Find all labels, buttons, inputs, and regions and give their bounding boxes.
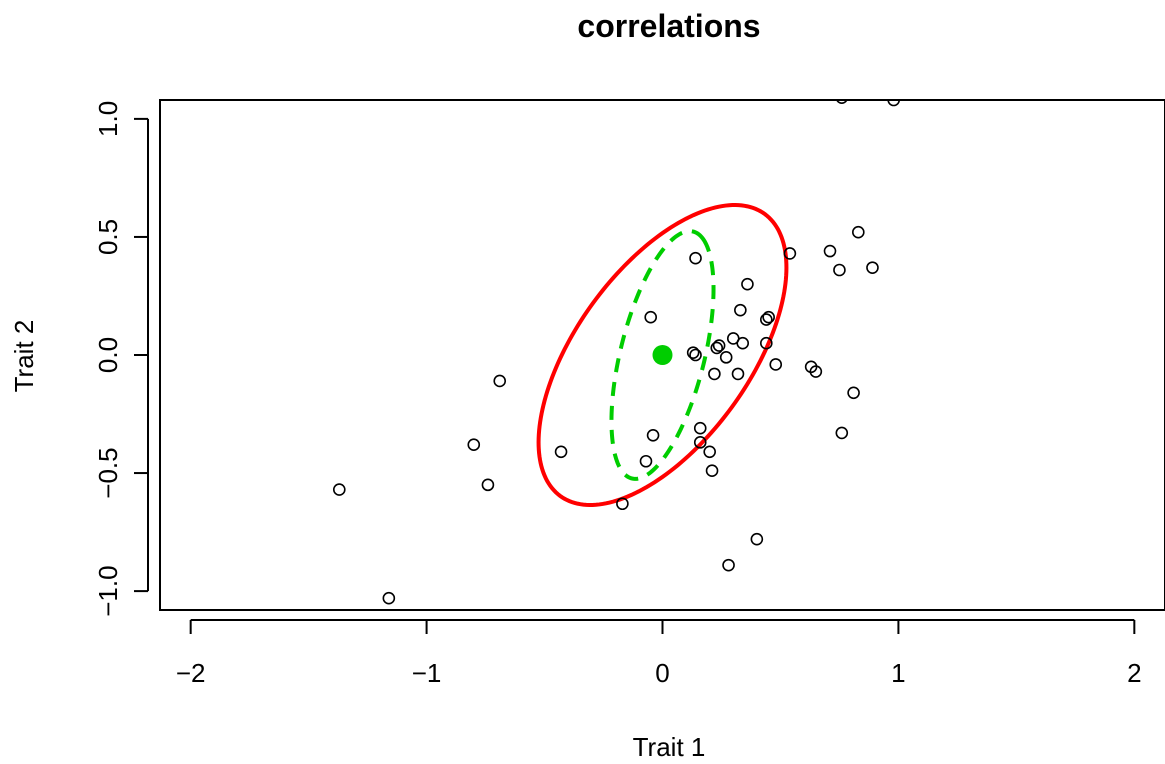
data-point (719, 351, 733, 364)
data-point (382, 591, 396, 605)
data-point (887, 100, 900, 107)
x-axis: −2 −1 0 1 2 (176, 619, 1142, 688)
data-point (646, 428, 660, 442)
solid-ellipse (536, 203, 789, 507)
chart-title: correlations (577, 8, 760, 44)
y-tick-label: 0.0 (93, 337, 123, 373)
plot-area (159, 99, 1165, 611)
data-point (823, 244, 837, 258)
data-point (847, 386, 860, 400)
data-point (481, 478, 495, 492)
plot-frame (159, 99, 1165, 611)
data-point (760, 336, 773, 350)
data-point (783, 247, 797, 260)
data-point (332, 483, 346, 496)
data-point (693, 421, 707, 435)
data-point (809, 365, 823, 378)
data-point (835, 426, 849, 440)
data-point (689, 251, 702, 265)
data-point (731, 367, 745, 381)
data-point (686, 346, 700, 359)
data-point (644, 310, 658, 324)
data-point (467, 438, 481, 452)
data-point (710, 341, 724, 355)
data-point (703, 445, 716, 459)
y-tick-label: −0.5 (93, 447, 123, 498)
y-tick-label: 0.5 (93, 219, 123, 255)
data-point (712, 339, 726, 352)
data-point (762, 310, 775, 324)
data-point (708, 367, 721, 381)
data-point (835, 100, 848, 104)
data-point (741, 277, 754, 291)
x-tick-label: 0 (655, 658, 669, 688)
data-point (493, 374, 507, 388)
data-point (833, 263, 846, 277)
dashed-ellipse (609, 229, 716, 481)
data-point (639, 454, 653, 468)
data-point (705, 464, 719, 477)
data-point (554, 445, 568, 459)
x-tick-label: 1 (891, 658, 905, 688)
x-tick-label: −2 (176, 658, 206, 688)
y-axis: −1.0 −0.5 0.0 0.5 1.0 (93, 101, 149, 617)
data-point (689, 348, 702, 362)
data-point (852, 225, 865, 239)
data-point (736, 336, 750, 350)
data-point (693, 436, 707, 449)
x-tick-label: −1 (412, 658, 442, 688)
data-point (760, 313, 773, 326)
data-point (866, 261, 879, 274)
data-point (734, 303, 747, 317)
y-axis-label: Trait 2 (9, 320, 39, 393)
y-tick-label: −1.0 (93, 565, 123, 616)
data-point (722, 558, 735, 572)
data-point (750, 532, 764, 546)
x-axis-label: Trait 1 (633, 732, 706, 762)
y-tick-label: 1.0 (93, 101, 123, 137)
data-point (769, 358, 783, 371)
data-point (616, 497, 629, 511)
center-point (652, 345, 673, 365)
x-tick-label: 2 (1127, 658, 1141, 688)
